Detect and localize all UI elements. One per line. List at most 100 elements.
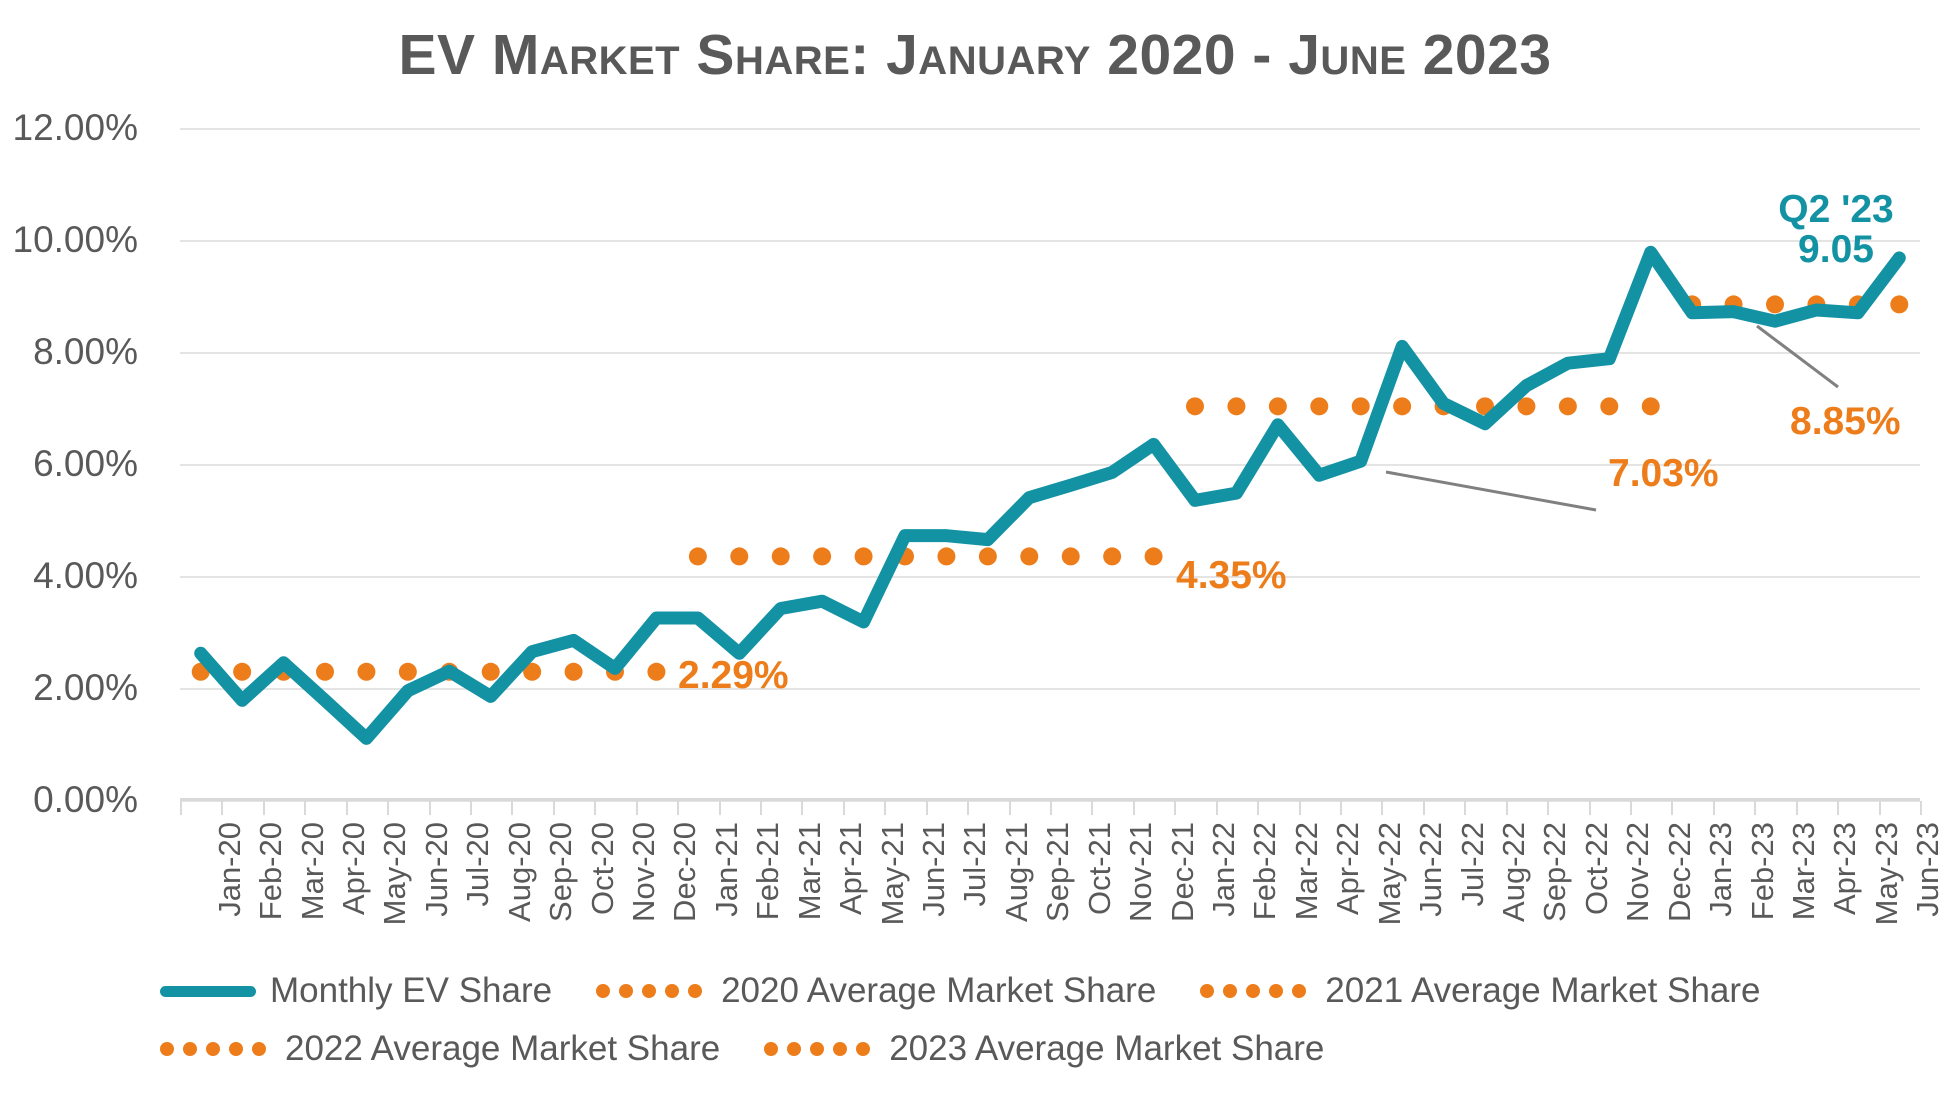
x-axis-tick: [552, 801, 555, 815]
x-axis-tick: [677, 801, 680, 815]
page-title: EV Market Share: January 2020 - June 202…: [398, 23, 1552, 87]
x-axis-tick: [428, 801, 431, 815]
x-axis-tick: [1422, 801, 1425, 815]
x-axis-tick-label: Nov-22: [1620, 822, 1656, 922]
legend-row: 2022 Average Market Share 2023 Average Ma…: [160, 1020, 1920, 1078]
annotation-callout-value: 9.05: [1798, 227, 1874, 271]
annotation-avg-2020: 2.29%: [678, 654, 789, 697]
x-axis-tick-label: Aug-22: [1496, 822, 1531, 922]
y-axis-tick-label: 0.00%: [33, 779, 138, 820]
x-axis-tick: [967, 801, 970, 815]
legend-item[interactable]: 2023 Average Market Share: [764, 1029, 1368, 1069]
gridline-4: [180, 576, 1920, 578]
x-axis-tick: [1298, 801, 1301, 815]
x-axis-tick: [594, 801, 597, 815]
y-axis-tick-label: 8.00%: [33, 331, 138, 372]
x-axis-tick: [1132, 801, 1135, 815]
annotation-callout-label: Q2 '23: [1778, 188, 1894, 231]
x-axis-tick-label: Dec-20: [667, 822, 703, 922]
x-axis-tick-label: Sep-22: [1537, 822, 1573, 922]
x-axis-tick: [1091, 801, 1094, 815]
x-axis-tick: [635, 801, 638, 815]
x-axis-tick-label: Mar-23: [1786, 822, 1821, 921]
x-axis-tick-label: Apr-21: [833, 822, 869, 916]
x-axis-tick-label: Jun-21: [916, 822, 951, 917]
legend-item-label: Monthly EV Share: [270, 971, 553, 1010]
legend-item[interactable]: Monthly EV Share: [160, 971, 596, 1011]
x-axis-tick: [1008, 801, 1011, 815]
x-axis-tick-label: Feb-23: [1744, 822, 1780, 921]
x-axis-tick-label: Mar-21: [791, 822, 827, 921]
legend-dotted-swatch-icon: [160, 1042, 275, 1056]
y-axis-tick-label: 10.00%: [12, 219, 139, 260]
y-axis-tick-label: 2.00%: [33, 667, 138, 708]
x-axis-tick: [1381, 801, 1384, 815]
x-axis-tick: [221, 801, 224, 815]
x-axis-tick-label: Oct-20: [584, 822, 620, 916]
x-axis-tick: [801, 801, 804, 815]
x-axis-tick-label: May-21: [874, 822, 910, 926]
x-axis-tick-label: Jan-20: [211, 822, 247, 917]
x-axis-tick-label: Sep-20: [543, 822, 579, 922]
x-axis-tick-label: Jan-22: [1206, 822, 1241, 917]
x-axis-line: [180, 798, 1920, 801]
legend-item[interactable]: 2022 Average Market Share: [160, 1029, 764, 1069]
legend-item-label: 2020 Average Market Share: [721, 971, 1157, 1010]
x-axis-tick: [1340, 801, 1342, 815]
legend-item-label: 2022 Average Market Share: [285, 1029, 721, 1068]
x-axis-tick-label: Jul-20: [460, 822, 496, 907]
legend-dotted-swatch-icon: [764, 1042, 879, 1056]
x-axis-tick: [1920, 801, 1922, 815]
x-axis-tick: [1837, 801, 1840, 815]
x-axis-tick: [1878, 801, 1881, 815]
y-axis-tick-label: 6.00%: [33, 443, 138, 484]
x-axis-tick-label: Feb-20: [253, 822, 289, 921]
x-axis-tick-label: Oct-22: [1578, 822, 1614, 916]
x-axis-tick: [1257, 801, 1260, 815]
legend-item-label: 2021 Average Market Share: [1325, 971, 1761, 1010]
legend-item-label: 2023 Average Market Share: [889, 1029, 1325, 1068]
x-axis-tick: [925, 801, 928, 815]
annotation-avg-2023: 8.85%: [1790, 400, 1901, 443]
legend-dotted-swatch-icon: [1200, 984, 1315, 998]
legend-row: Monthly EV Share 2020 Average Market Shar…: [160, 962, 1920, 1020]
x-axis-tick-label: Jan-23: [1703, 822, 1739, 917]
x-axis-tick-label: Jul-21: [957, 822, 993, 907]
x-axis-tick-label: May-20: [377, 822, 413, 926]
x-axis-tick: [511, 801, 514, 815]
x-axis-tick: [387, 801, 390, 815]
x-axis-tick: [1588, 801, 1591, 815]
x-axis-tick-label: May-22: [1371, 822, 1407, 926]
x-axis-tick-label: Dec-22: [1661, 822, 1697, 922]
x-axis-tick-label: Jan-21: [708, 822, 744, 917]
x-axis-tick: [1712, 801, 1715, 815]
x-axis-tick: [345, 801, 348, 815]
legend-line-swatch-icon: [160, 985, 256, 997]
y-axis-tick-label: 4.00%: [33, 555, 138, 596]
x-axis-tick-label: Feb-21: [750, 822, 786, 921]
x-axis-tick: [304, 801, 307, 815]
x-axis-tick-label: Nov-20: [626, 822, 661, 922]
x-axis-tick-label: Dec-21: [1164, 822, 1200, 922]
gridline-8: [180, 352, 1920, 354]
x-axis-tick: [1795, 801, 1798, 815]
x-axis-tick: [1630, 801, 1632, 815]
x-axis-tick: [760, 801, 762, 815]
x-axis-tick: [884, 801, 887, 815]
x-axis-tick: [1050, 801, 1052, 815]
gridline-2: [180, 688, 1920, 690]
legend-item[interactable]: 2021 Average Market Share: [1200, 971, 1804, 1011]
x-axis-tick-label: Apr-20: [336, 822, 371, 916]
x-axis-tick-label: Nov-21: [1123, 822, 1159, 922]
legend-item[interactable]: 2020 Average Market Share: [596, 971, 1200, 1011]
x-axis-tick: [1754, 801, 1757, 815]
x-axis-tick: [1671, 801, 1674, 815]
x-axis-tick: [470, 801, 472, 815]
x-axis-tick: [1547, 801, 1550, 815]
x-axis-tick-label: Jun-22: [1413, 822, 1449, 917]
x-axis-tick: [1174, 801, 1177, 815]
x-axis-tick-label: May-23: [1868, 822, 1904, 926]
x-axis-tick-label: Jun-20: [418, 822, 454, 917]
x-axis-tick: [842, 801, 845, 815]
x-axis-tick: [262, 801, 265, 815]
